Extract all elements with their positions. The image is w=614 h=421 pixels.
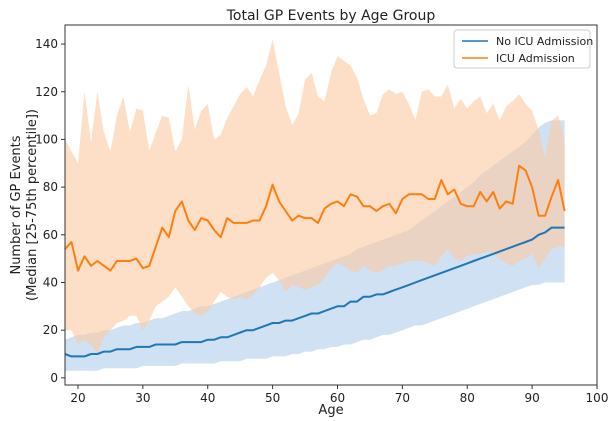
x-tick-label: 40 [200,391,215,405]
legend-label-icu: ICU Admission [496,52,575,65]
median-lines [64,164,566,358]
y-tick-label: 0 [50,371,58,385]
y-tick-label: 80 [43,180,58,194]
plot-frame [64,24,598,386]
x-tick-label: 50 [265,391,280,405]
y-tick-label: 40 [43,275,58,289]
x-axis-label: Age [318,403,343,418]
median-line-icu-admission [64,164,566,272]
x-tick-label: 20 [70,391,85,405]
band-no-icu-admission [65,120,565,371]
median-line-no-icu-admission [64,226,565,358]
legend: No ICU Admission ICU Admission [453,29,593,69]
y-tick-label: 20 [43,323,58,337]
y-tick-label: 60 [43,228,58,242]
legend-label-no-icu: No ICU Admission [496,35,593,48]
x-tick-label: 100 [586,391,609,405]
x-tick-label: 60 [330,391,345,405]
chart-title: Total GP Events by Age Group [226,8,436,24]
x-tick-label: 30 [135,391,150,405]
y-tick-label: 140 [35,37,58,51]
y-axis-label-line2: (Median [25-75th percentile]) [25,109,40,301]
band-icu-admission [65,39,565,355]
y-tick-label: 100 [35,132,58,146]
y-tick-label: 120 [35,85,58,99]
percentile-bands [65,39,565,371]
x-axis-ticks: 20 30 40 50 60 70 80 90 100 [70,385,608,405]
x-tick-label: 70 [395,391,410,405]
x-tick-label: 90 [524,391,539,405]
y-axis-ticks: 0 20 40 60 80 100 120 140 [35,37,65,385]
x-tick-label: 80 [460,391,475,405]
y-axis-label-line1: Number of GP Events [9,135,24,274]
